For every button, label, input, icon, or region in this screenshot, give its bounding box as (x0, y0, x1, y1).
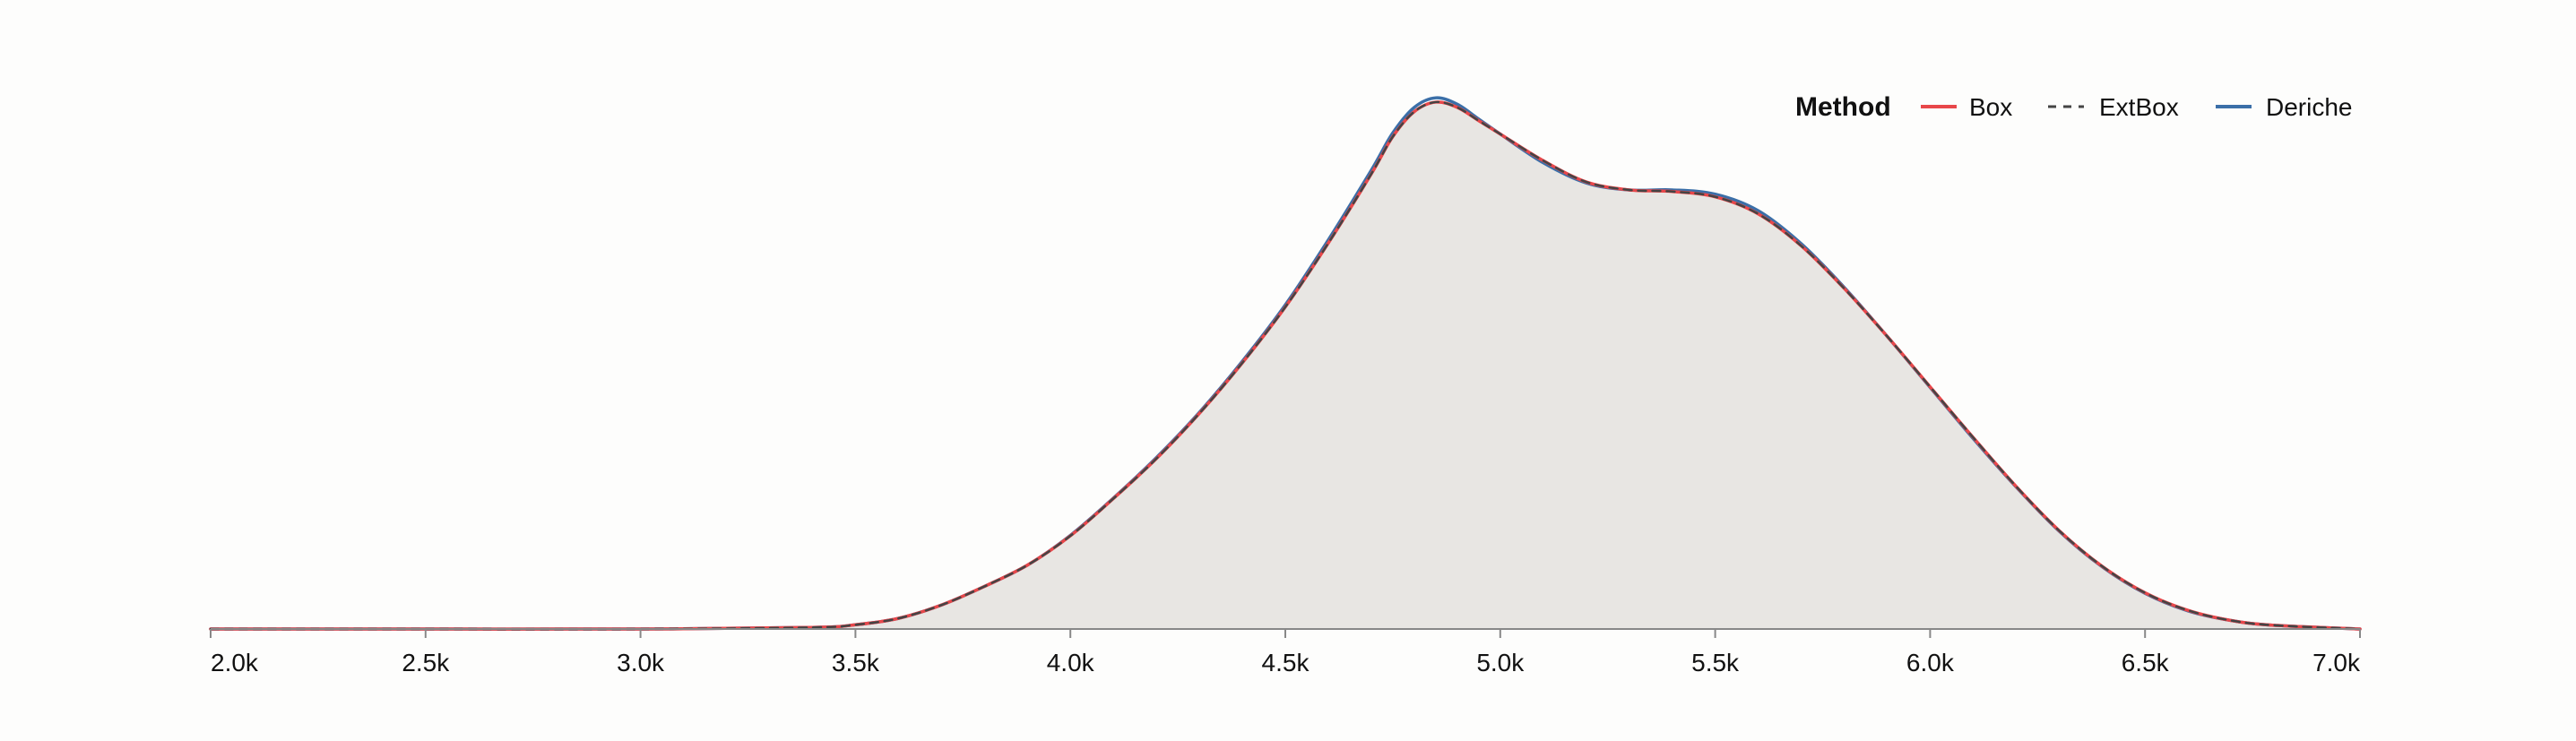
legend-label-deriche: Deriche (2266, 93, 2352, 121)
legend-label-box: Box (1969, 93, 2012, 121)
x-tick-label: 3.0k (617, 649, 665, 676)
legend-item-deriche: Deriche (2216, 93, 2352, 121)
x-tick-label: 7.0k (2312, 649, 2361, 676)
x-tick-label: 3.5k (832, 649, 880, 676)
x-tick-label: 6.0k (1906, 649, 1955, 676)
legend: Method Box ExtBox Deriche (1795, 92, 2352, 122)
x-axis: 2.0k 2.5k 3.0k 3.5k 4.0k 4.5k 5.0k 5.5k 6.0k 6.5k… (210, 628, 2361, 676)
x-tick-label: 5.5k (1691, 649, 1740, 676)
series-lines (209, 96, 2362, 631)
x-tick-label: 4.0k (1047, 649, 1095, 676)
x-tick-label: 5.0k (1476, 649, 1525, 676)
x-tick-label: 4.5k (1262, 649, 1310, 676)
area-layer (211, 101, 2360, 630)
x-tick-label: 6.5k (2122, 649, 2170, 676)
legend-item-box: Box (1921, 93, 2012, 121)
density-area-fill (211, 101, 2360, 630)
series-line-extbox (209, 100, 2362, 631)
legend-label-extbox: ExtBox (2099, 93, 2179, 121)
x-tick-label: 2.5k (402, 649, 450, 676)
legend-item-extbox: ExtBox (2048, 93, 2179, 121)
x-tick-label: 2.0k (211, 649, 259, 676)
legend-title: Method (1795, 92, 1891, 122)
